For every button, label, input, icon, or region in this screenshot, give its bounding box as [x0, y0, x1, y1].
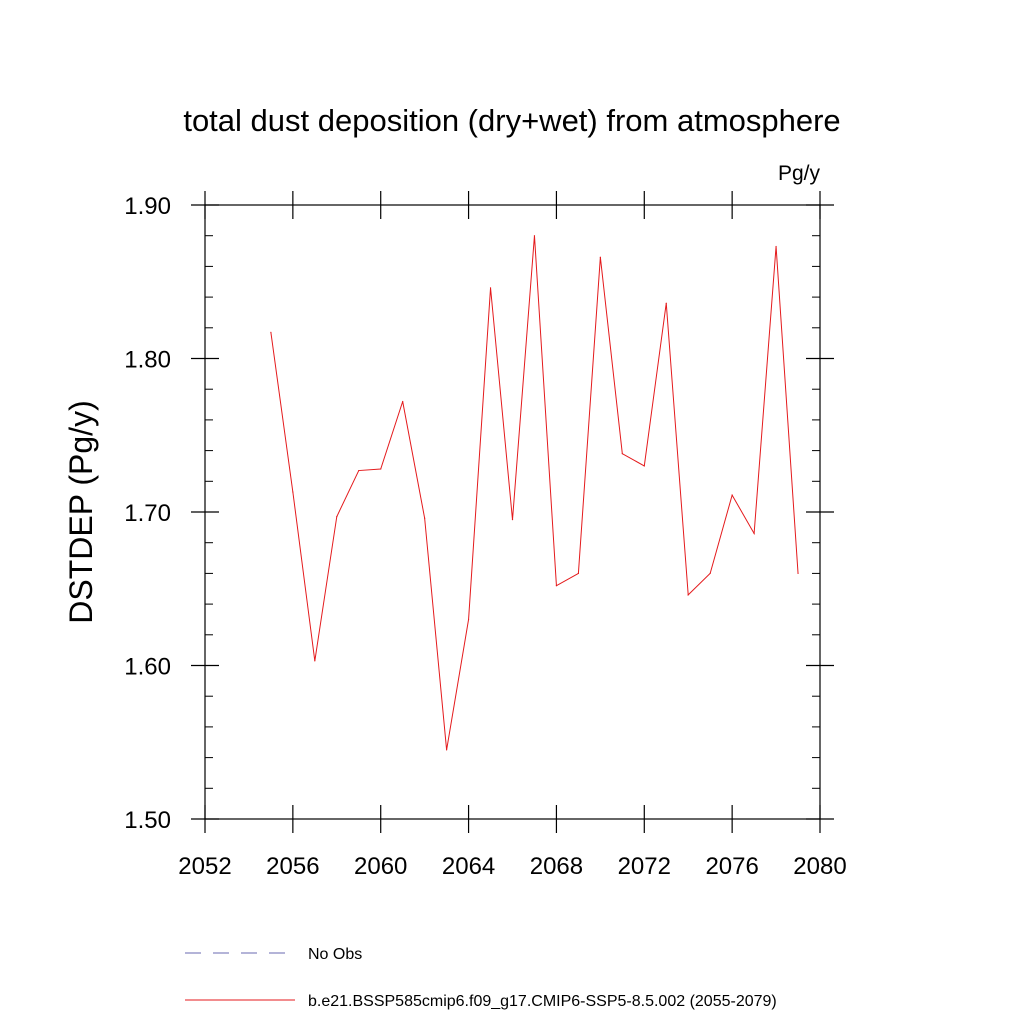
data-point	[292, 491, 294, 493]
unit-label: Pg/y	[778, 162, 821, 185]
legend-label-0: No Obs	[308, 946, 362, 963]
data-point	[709, 572, 711, 575]
data-point	[643, 465, 645, 467]
x-tick-label: 2068	[530, 853, 583, 880]
legend: No Obs b.e21.BSSP585cmip6.f09_g17.CMIP6-S…	[185, 946, 777, 1010]
data-point	[314, 660, 316, 662]
x-tick-label: 2056	[266, 853, 319, 880]
data-point	[599, 256, 601, 258]
data-point	[533, 235, 536, 237]
data-point	[270, 331, 272, 334]
x-tick-label: 2076	[705, 853, 758, 880]
x-tick-label: 2060	[354, 853, 407, 880]
data-point	[380, 468, 382, 470]
y-tick-label: 1.60	[124, 654, 171, 681]
legend-label-1: b.e21.BSSP585cmip6.f09_g17.CMIP6-SSP5-8.…	[308, 993, 777, 1010]
y-tick-label: 1.70	[124, 500, 171, 527]
x-tick-label: 2052	[178, 853, 231, 880]
y-tick-label: 1.90	[124, 193, 171, 220]
series-layer	[270, 235, 799, 751]
y-axis-label: DSTDEP (Pg/y)	[63, 400, 99, 623]
data-point	[358, 469, 360, 472]
series-line-1	[270, 235, 799, 751]
data-point	[555, 585, 558, 587]
data-point	[797, 572, 799, 575]
data-point	[467, 618, 470, 621]
data-point	[577, 572, 579, 575]
y-tick-label: 1.50	[124, 807, 171, 834]
x-tick-label: 2072	[618, 853, 671, 880]
chart-title: total dust deposition (dry+wet) from atm…	[183, 103, 840, 138]
axis-tick-labels: 2052 2056 2060 2064 2068 2072 2076 2080 1.50 1.60…	[124, 193, 846, 880]
data-point	[753, 532, 755, 535]
data-point	[446, 749, 448, 751]
data-point	[511, 519, 514, 521]
data-point	[621, 453, 623, 455]
data-point	[731, 494, 733, 496]
data-point	[489, 287, 492, 289]
y-tick-label: 1.80	[124, 347, 171, 374]
data-point	[402, 400, 404, 403]
x-tick-label: 2064	[442, 853, 495, 880]
data-point	[336, 516, 338, 518]
data-point	[424, 517, 426, 519]
x-tick-label: 2080	[793, 853, 846, 880]
data-point	[665, 302, 667, 304]
data-point	[775, 245, 777, 248]
data-point	[687, 594, 689, 596]
axis-ticks	[191, 191, 834, 833]
